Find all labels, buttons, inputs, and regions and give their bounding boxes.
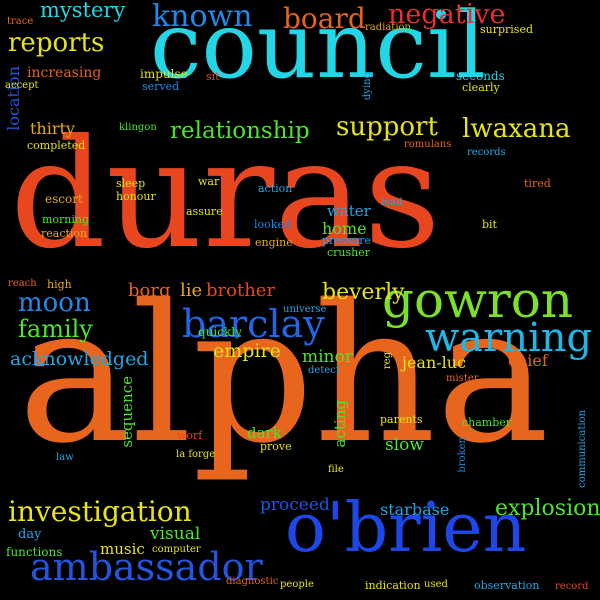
- word-dying: dying: [362, 72, 373, 101]
- word-la-forge: la forge: [176, 449, 216, 460]
- word-diagnostic: diagnostic: [226, 576, 279, 587]
- word-explosion: explosion: [495, 496, 600, 521]
- word-observation: observation: [474, 579, 540, 592]
- word-engine: engine: [255, 236, 293, 249]
- word-action: action: [258, 182, 293, 195]
- word-lead: lead: [381, 197, 403, 208]
- word-negative: negative: [388, 0, 506, 30]
- word-sleep: sleep: [116, 177, 146, 190]
- word-sequence: sequence: [118, 376, 136, 448]
- word-morning: morning: [42, 213, 90, 226]
- word-chamber: chamber: [462, 416, 512, 429]
- word-mister: mister: [446, 373, 479, 384]
- word-moon: moon: [18, 288, 91, 318]
- word-ambassador: ambassador: [30, 545, 263, 589]
- word-used: used: [424, 579, 448, 590]
- word-broken: broken: [457, 437, 468, 473]
- word-served: served: [142, 80, 180, 93]
- word-pressure: pressure: [322, 234, 371, 247]
- word-computer: computer: [152, 544, 201, 555]
- word-relationship: relationship: [170, 118, 310, 144]
- word-council: council: [150, 0, 486, 99]
- word-worf: worf: [177, 429, 203, 442]
- word-romulans: romulans: [404, 139, 452, 150]
- word-obrien: o'brien: [285, 489, 527, 568]
- word-reaction: reaction: [41, 227, 88, 240]
- word-records: records: [467, 147, 506, 158]
- word-reports: reports: [8, 28, 105, 58]
- word-trace: trace: [7, 16, 34, 27]
- word-people: people: [280, 579, 314, 590]
- word-thirty: thirty: [30, 119, 75, 138]
- word-impulse: impulse: [140, 67, 188, 81]
- word-alpha: alpha: [18, 264, 550, 485]
- word-known: known: [152, 0, 253, 34]
- word-high: high: [47, 278, 72, 291]
- word-warning: warning: [425, 315, 593, 361]
- word-acting: acting: [331, 400, 349, 448]
- word-surprised: surprised: [480, 23, 534, 36]
- word-radiation: radiation: [365, 22, 411, 33]
- word-day: day: [18, 527, 42, 542]
- word-reg: reg: [382, 352, 393, 370]
- word-visual: visual: [150, 524, 201, 544]
- word-honour: honour: [116, 190, 156, 203]
- word-indication: indication: [365, 579, 421, 592]
- word-file: file: [328, 464, 344, 475]
- word-reach: reach: [8, 278, 37, 289]
- word-tired: tired: [524, 177, 551, 190]
- word-seconds: seconds: [456, 69, 505, 83]
- word-proceed: proceed: [260, 495, 330, 515]
- word-quickly: quickly: [198, 325, 242, 339]
- word-investigation: investigation: [8, 495, 192, 528]
- word-crusher: crusher: [327, 246, 371, 259]
- word-gowron: gowron: [382, 271, 574, 329]
- word-increasing: increasing: [27, 65, 102, 81]
- word-sit: sit: [206, 70, 220, 83]
- word-record: record: [555, 581, 589, 592]
- word-barclay: barclay: [182, 302, 325, 346]
- word-acknowledged: acknowledged: [10, 348, 149, 370]
- word-board: board: [283, 2, 366, 35]
- word-beverly: beverly: [322, 280, 405, 305]
- word-law: law: [56, 452, 74, 463]
- word-support: support: [336, 112, 438, 142]
- word-assure: assure: [186, 205, 223, 218]
- word-duras: duras: [10, 108, 441, 282]
- word-communication: communication: [577, 410, 588, 488]
- word-parents: parents: [380, 413, 423, 426]
- word-completed: completed: [27, 139, 86, 152]
- word-mystery: mystery: [40, 0, 126, 22]
- word-family: family: [18, 315, 93, 343]
- word-starbase: starbase: [380, 500, 450, 519]
- word-dark: dark: [247, 424, 282, 442]
- word-war: war: [198, 175, 220, 188]
- word-universe: universe: [283, 304, 327, 315]
- word-jean-luc: jean-luc: [402, 353, 467, 372]
- word-location: location: [4, 66, 23, 131]
- word-music: music: [100, 540, 145, 558]
- word-slow: slow: [385, 435, 424, 455]
- word-empire: empire: [213, 340, 281, 362]
- word-brother: brother: [206, 280, 276, 301]
- word-klingon: klingon: [119, 122, 157, 133]
- word-minor: minor: [302, 347, 353, 367]
- word-escort: escort: [45, 192, 83, 206]
- word-lie: lie: [180, 280, 203, 301]
- word-borg: borg: [128, 280, 171, 301]
- word-water: water: [327, 202, 371, 220]
- word-prove: prove: [260, 440, 292, 453]
- word-functions: functions: [6, 545, 63, 559]
- word-lwaxana: lwaxana: [462, 114, 571, 144]
- word-detect: detect: [308, 365, 340, 376]
- word-home: home: [322, 219, 367, 238]
- word-chief: chief: [508, 351, 548, 370]
- word-looked: looked: [254, 218, 291, 231]
- word-clearly: clearly: [462, 81, 500, 94]
- word-bit: bit: [482, 218, 497, 231]
- word-accept: accept: [5, 80, 39, 91]
